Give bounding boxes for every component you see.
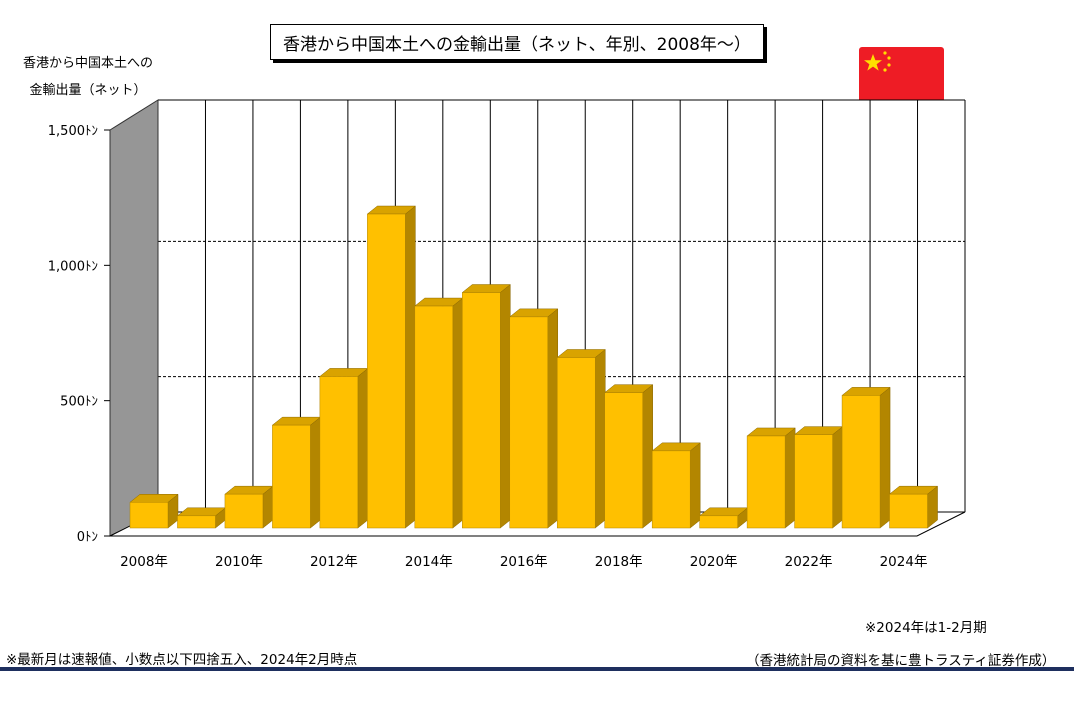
bar — [414, 297, 464, 529]
y-tick-label: 500ﾄﾝ — [60, 395, 98, 410]
bar-front — [746, 435, 786, 529]
bar-side — [547, 308, 559, 529]
x-tick-label: 2008年 — [120, 554, 168, 570]
bar — [129, 493, 179, 529]
bar — [841, 386, 891, 529]
bar-side — [452, 297, 464, 529]
bar — [224, 485, 274, 529]
bar-front — [414, 305, 454, 529]
y-axis-label-line-1: 香港から中国本土への — [22, 56, 153, 71]
x-tick-label: 2020年 — [690, 554, 738, 570]
y-axis-label: 香港から中国本土への 金輸出量（ネット） — [8, 50, 168, 104]
bar — [556, 348, 606, 529]
bar-side — [879, 386, 891, 529]
y-axis-label-line-2: 金輸出量（ネット） — [29, 83, 147, 98]
x-tick-label: 2016年 — [500, 554, 548, 570]
flag-stars — [864, 51, 891, 72]
bar-side — [405, 205, 416, 529]
x-tick-label: 2010年 — [215, 554, 263, 570]
bar-front — [177, 515, 216, 529]
x-tick-label: 2014年 — [405, 554, 453, 570]
source-note: （香港統計局の資料を基に豊トラスティ証券作成） — [746, 653, 1056, 669]
footer-rule — [0, 667, 1074, 671]
bar — [176, 507, 227, 529]
bar — [746, 427, 796, 529]
bar-front — [794, 434, 833, 529]
bar-series — [129, 205, 939, 529]
x-tick-label: 2018年 — [595, 554, 643, 570]
bar — [461, 283, 512, 529]
y-tick-label: 1,500ﾄﾝ — [48, 124, 98, 139]
bar — [603, 384, 654, 529]
x-tick-labels: 2008年 2010年 2012年 2014年 2016年 2018年 2020年 2022年… — [120, 554, 927, 570]
x-tick-label: 2024年 — [880, 554, 928, 570]
footnote: ※最新月は速報値、小数点以下四捨五入、2024年2月時点 — [6, 652, 358, 668]
bar-side — [784, 427, 796, 529]
chart-title: 香港から中国本土への金輸出量（ネット、年別、2008年～） — [270, 24, 764, 60]
bar-side — [832, 426, 843, 529]
bar-side — [310, 416, 321, 529]
bar-front — [319, 376, 359, 529]
bar-front — [841, 395, 881, 529]
bar — [651, 442, 701, 529]
bar-front — [699, 515, 738, 529]
y-tick-label: 0ﾄﾝ — [77, 530, 98, 545]
bar — [366, 205, 417, 529]
bar-front — [462, 292, 501, 529]
bar-side — [594, 348, 606, 529]
bar-front — [651, 450, 691, 529]
bar-front — [367, 213, 406, 529]
bar-front — [604, 392, 643, 529]
bar-front — [224, 493, 264, 529]
y-tick-label: 1,000ﾄﾝ — [48, 259, 98, 274]
period-note: ※2024年は1-2月期 — [865, 620, 987, 636]
x-tick-label: 2012年 — [310, 554, 358, 570]
bar — [271, 416, 322, 529]
bar-front — [272, 424, 311, 529]
bar-front — [889, 493, 928, 529]
bar-side — [642, 384, 653, 529]
bar — [698, 507, 749, 529]
bar-front — [556, 357, 596, 529]
bar — [793, 426, 844, 529]
bar — [509, 308, 559, 529]
bar-front — [509, 316, 549, 529]
bar-side — [500, 283, 511, 529]
x-tick-label: 2022年 — [785, 554, 833, 570]
y-tick-labels: 0ﾄﾝ 500ﾄﾝ 1,000ﾄﾝ 1,500ﾄﾝ — [48, 124, 98, 545]
bar — [319, 367, 369, 529]
bar — [888, 485, 939, 529]
left-wall — [109, 99, 159, 537]
bar-side — [357, 367, 369, 529]
bar-front — [129, 502, 169, 529]
bar-side — [689, 442, 701, 529]
